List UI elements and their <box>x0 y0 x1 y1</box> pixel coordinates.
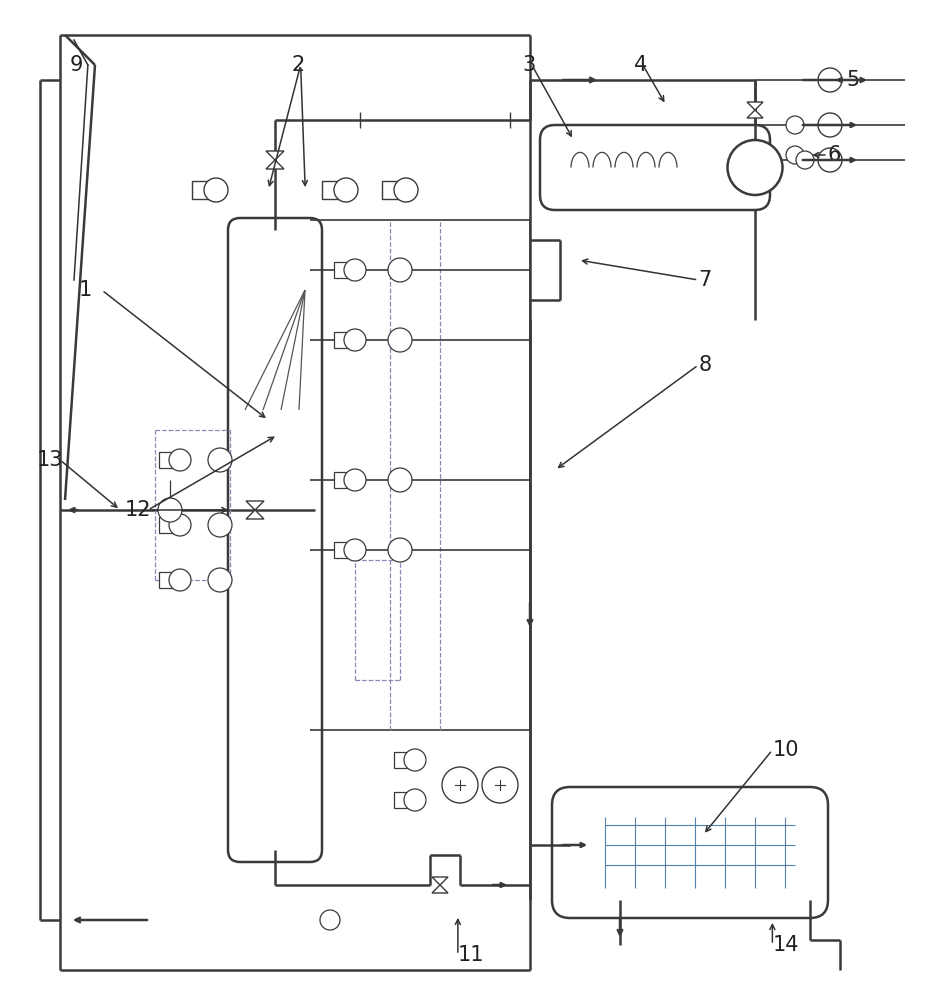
Circle shape <box>169 449 191 471</box>
Text: 3: 3 <box>523 55 536 75</box>
Circle shape <box>344 469 366 491</box>
Circle shape <box>208 568 232 592</box>
Bar <box>394 792 410 808</box>
Circle shape <box>786 146 804 164</box>
Circle shape <box>204 178 228 202</box>
Bar <box>334 262 350 278</box>
Bar <box>192 181 210 199</box>
Polygon shape <box>246 510 264 519</box>
Circle shape <box>388 328 412 352</box>
Text: 9: 9 <box>69 55 82 75</box>
FancyBboxPatch shape <box>228 218 322 862</box>
Circle shape <box>404 789 426 811</box>
Text: 5: 5 <box>846 70 859 90</box>
Text: 2: 2 <box>291 55 304 75</box>
Circle shape <box>388 468 412 492</box>
Text: 13: 13 <box>37 450 64 470</box>
Circle shape <box>404 749 426 771</box>
Circle shape <box>169 514 191 536</box>
Bar <box>159 452 175 468</box>
FancyBboxPatch shape <box>552 787 828 918</box>
Circle shape <box>727 140 783 195</box>
Circle shape <box>482 767 518 803</box>
Bar <box>394 752 410 768</box>
Circle shape <box>344 539 366 561</box>
Polygon shape <box>246 501 264 510</box>
Circle shape <box>320 910 340 930</box>
Circle shape <box>818 148 842 172</box>
Text: 4: 4 <box>634 55 647 75</box>
Text: 10: 10 <box>772 740 799 760</box>
Bar <box>322 181 340 199</box>
Circle shape <box>344 329 366 351</box>
Text: 11: 11 <box>458 945 485 965</box>
Polygon shape <box>432 885 448 893</box>
Circle shape <box>786 116 804 134</box>
Text: 7: 7 <box>698 270 711 290</box>
Text: 1: 1 <box>79 280 92 300</box>
FancyBboxPatch shape <box>540 125 770 210</box>
Text: 12: 12 <box>125 500 152 520</box>
Bar <box>159 572 175 588</box>
Text: 14: 14 <box>772 935 799 955</box>
Circle shape <box>344 259 366 281</box>
Text: 6: 6 <box>828 145 841 165</box>
Circle shape <box>388 258 412 282</box>
Circle shape <box>394 178 418 202</box>
Polygon shape <box>266 160 284 169</box>
Circle shape <box>208 513 232 537</box>
Circle shape <box>208 448 232 472</box>
Polygon shape <box>266 151 284 160</box>
Circle shape <box>169 569 191 591</box>
Circle shape <box>818 68 842 92</box>
Bar <box>334 542 350 558</box>
Bar <box>334 472 350 488</box>
Circle shape <box>334 178 358 202</box>
Bar <box>382 181 400 199</box>
Circle shape <box>818 113 842 137</box>
Circle shape <box>796 151 814 169</box>
Polygon shape <box>747 110 763 118</box>
Text: 8: 8 <box>698 355 711 375</box>
Circle shape <box>388 538 412 562</box>
Circle shape <box>442 767 478 803</box>
Bar <box>334 332 350 348</box>
Circle shape <box>158 498 182 522</box>
Polygon shape <box>747 102 763 110</box>
Polygon shape <box>432 877 448 885</box>
Bar <box>159 517 175 533</box>
